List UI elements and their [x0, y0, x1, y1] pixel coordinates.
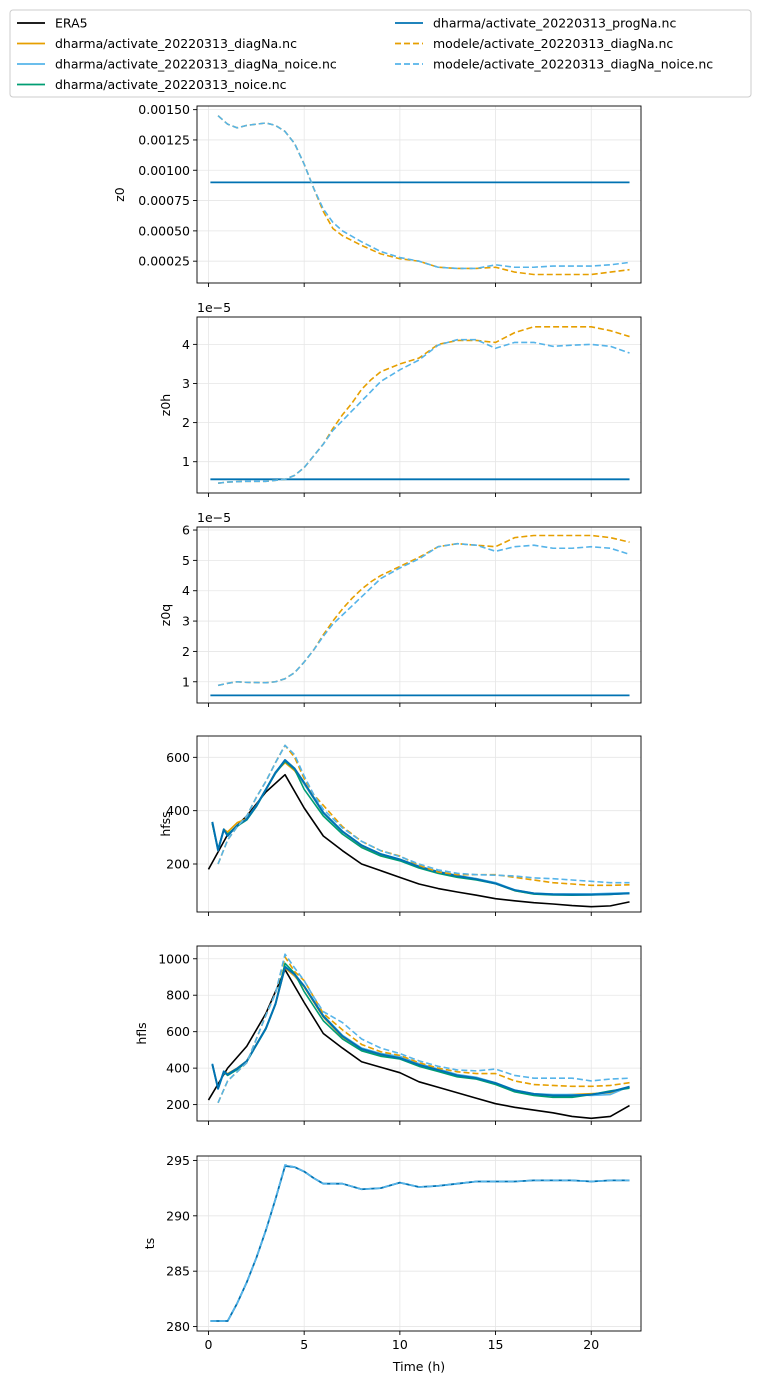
series-group: [210, 1164, 630, 1322]
series-line: [211, 965, 630, 1097]
series-line: [217, 534, 630, 687]
legend-label: dharma/activate_20220313_noice.nc: [55, 77, 287, 92]
series-group: [207, 953, 630, 1120]
ytick-label: 4: [182, 337, 190, 352]
series-line: [211, 760, 630, 896]
ylabel: z0h: [158, 394, 173, 416]
offset-label: 1e−5: [197, 300, 231, 315]
axes-frame: [196, 526, 642, 704]
series-line: [211, 761, 630, 896]
series-line: [217, 115, 630, 270]
ytick-label: 6: [182, 523, 190, 538]
ytick-label: 600: [166, 1024, 190, 1039]
series-line: [211, 759, 630, 895]
series-line: [210, 1165, 630, 1322]
series-line: [210, 1164, 630, 1322]
subplot-z0q: 1 2 3 4 5 6 z0q 1e−5: [158, 510, 642, 707]
ytick-label: 0.00025: [138, 254, 190, 269]
ylabel: z0: [112, 187, 127, 202]
ytick-label: 3: [182, 376, 190, 391]
legend-label: dharma/activate_20220313_progNa.nc: [433, 16, 676, 31]
ytick-label: 200: [166, 857, 190, 872]
axes-frame: [196, 105, 642, 284]
series-group: [210, 534, 630, 697]
ylabel: z0q: [158, 604, 173, 626]
ylabel: ts: [142, 1238, 157, 1249]
legend: ERA5dharma/activate_20220313_diagNa.ncdh…: [9, 9, 752, 98]
series-line: [217, 542, 630, 687]
axes-frame: [196, 1155, 642, 1332]
xtick-label: 15: [488, 1337, 504, 1352]
xtick-label: 20: [583, 1337, 599, 1352]
ylabel: hfss: [158, 811, 173, 836]
xtick-label: 0: [205, 1337, 213, 1352]
subplot-hfls: 200 400 600 800 1000 hfls: [134, 945, 642, 1125]
xtick-label: 5: [300, 1337, 308, 1352]
subplot-hfss: 200 400 600 hfss: [158, 735, 642, 916]
series-group: [210, 325, 630, 485]
series-line: [217, 115, 630, 276]
ytick-label: 290: [166, 1208, 190, 1223]
ytick-label: 0.00100: [138, 163, 190, 178]
series-line: [217, 338, 630, 485]
ytick-label: 2: [182, 644, 190, 659]
series-group: [210, 115, 630, 276]
axes-frame: [196, 945, 642, 1122]
subplot-z0h: 1 2 3 4 z0h 1e−5: [158, 300, 642, 497]
ytick-label: 5: [182, 553, 190, 568]
legend-label: ERA5: [55, 16, 88, 31]
ytick-label: 800: [166, 988, 190, 1003]
xtick-label: 10: [392, 1337, 408, 1352]
ylabel: hfls: [134, 1022, 149, 1044]
ytick-label: 0.00050: [138, 223, 190, 238]
ytick-label: 1: [182, 674, 190, 689]
ytick-label: 295: [166, 1153, 190, 1168]
legend-box: [9, 9, 752, 98]
offset-label: 1e−5: [197, 510, 231, 525]
ytick-label: 280: [166, 1319, 190, 1334]
series-line: [217, 956, 630, 1104]
legend-label: dharma/activate_20220313_diagNa.nc: [55, 36, 297, 51]
ytick-label: 600: [166, 750, 190, 765]
series-line: [217, 953, 630, 1104]
ytick-label: 0.00150: [138, 102, 190, 117]
subplot-ts: 280 285 290 295 0 5 10 15 20 ts: [142, 1153, 642, 1352]
ytick-label: 1000: [158, 951, 190, 966]
series-line: [211, 759, 630, 896]
series-line: [207, 968, 630, 1120]
ytick-label: 2: [182, 415, 190, 430]
series-line: [211, 962, 630, 1099]
ytick-label: 0.00125: [138, 132, 190, 147]
legend-label: modele/activate_20220313_diagNa.nc: [433, 36, 673, 51]
series-line: [217, 744, 630, 884]
legend-label: modele/activate_20220313_diagNa_noice.nc: [433, 57, 713, 72]
ytick-label: 285: [166, 1264, 190, 1279]
subplot-z0: 0.00025 0.00050 0.00075 0.00100 0.00125 0.001…: [112, 102, 642, 287]
series-line: [211, 965, 630, 1097]
axes-frame: [196, 735, 642, 913]
ytick-label: 400: [166, 803, 190, 818]
xlabel: Time (h): [392, 1359, 445, 1374]
axes-frame: [196, 316, 642, 494]
ytick-label: 0.00075: [138, 193, 190, 208]
ytick-label: 200: [166, 1097, 190, 1112]
series-line: [217, 325, 630, 485]
series-group: [207, 744, 630, 908]
legend-label: dharma/activate_20220313_diagNa_noice.nc: [55, 57, 337, 72]
ytick-label: 3: [182, 614, 190, 629]
series-line: [207, 773, 630, 908]
ytick-label: 4: [182, 583, 190, 598]
ytick-label: 1: [182, 454, 190, 469]
ytick-label: 400: [166, 1061, 190, 1076]
